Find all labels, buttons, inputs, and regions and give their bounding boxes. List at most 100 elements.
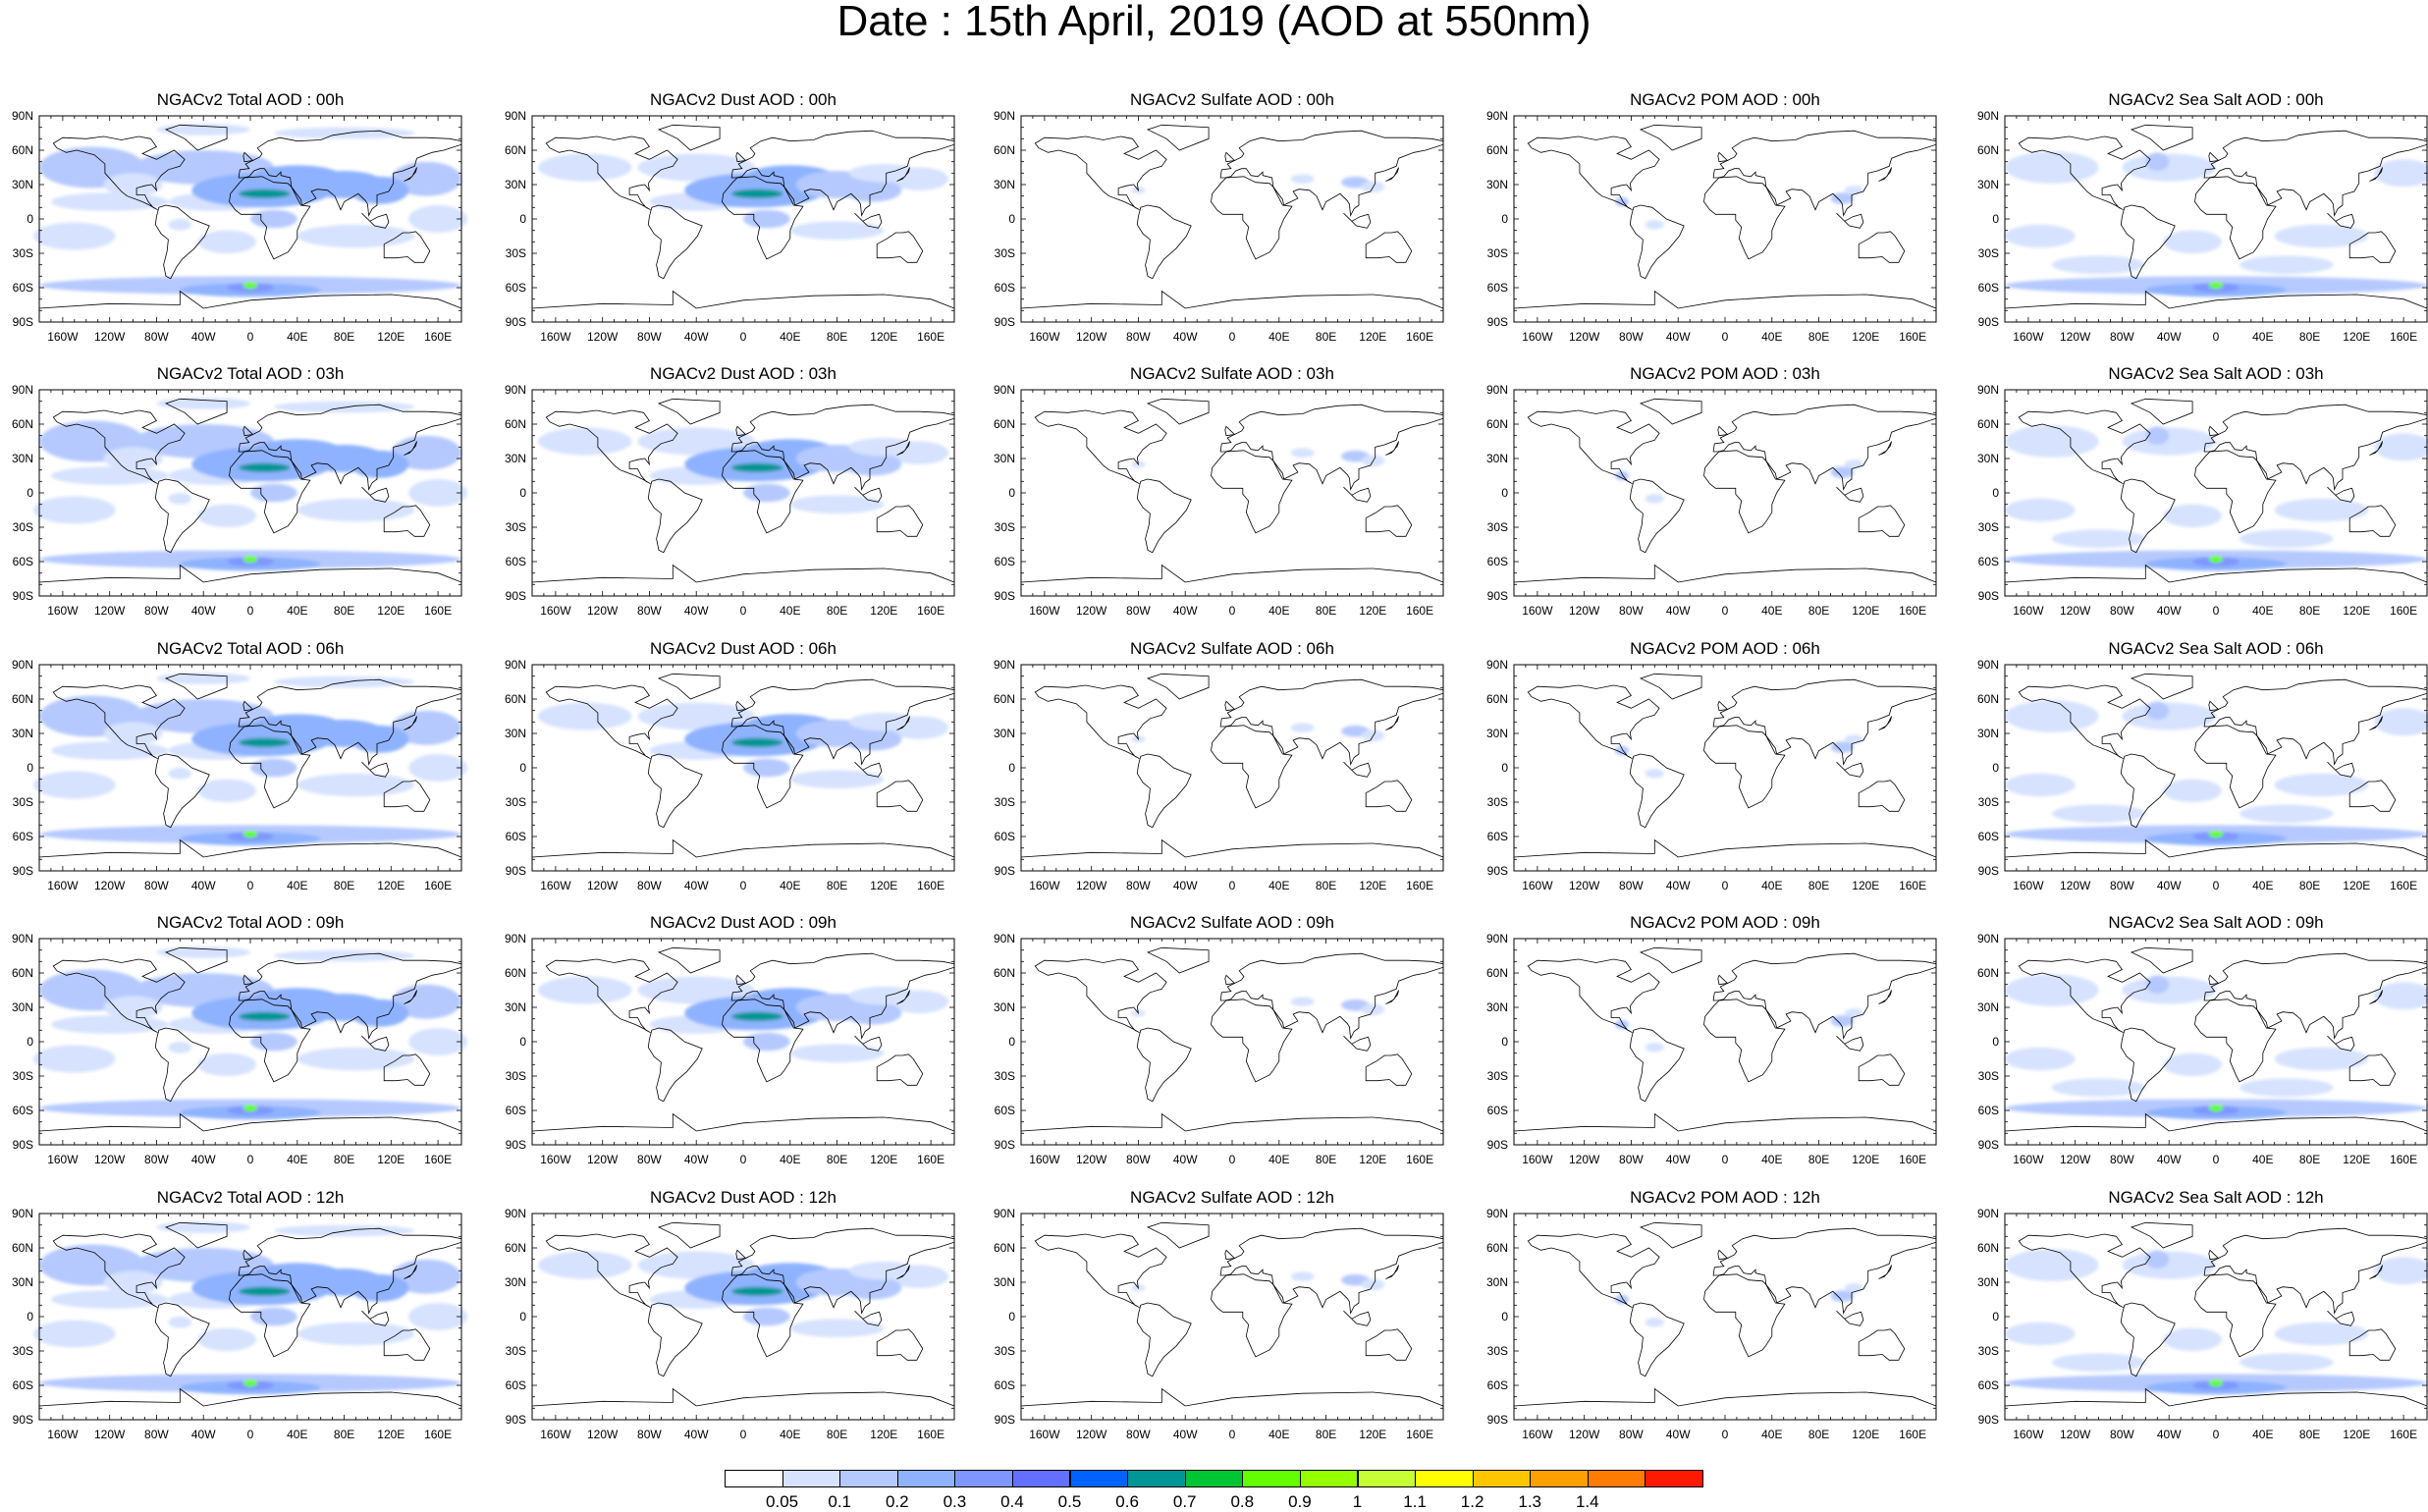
lon-tick-label: 120E (870, 1153, 898, 1166)
world-map (33, 115, 467, 323)
lon-tick-label: 40W (190, 604, 216, 618)
lon-tick-label: 80W (2110, 1153, 2134, 1166)
map-panel-dust-00h: NGACv2 Dust AOD : 00h 90N 60N 30N 0 30S 60S 90S… (505, 90, 955, 344)
lon-tick-label: 120E (870, 1428, 898, 1441)
colorbar-tick-label: 1.1 (1403, 1492, 1427, 1511)
coastline (1717, 974, 1729, 986)
lon-tick-label: 40E (287, 330, 308, 344)
coastline (2120, 1027, 2176, 1103)
panel-title: NGACv2 Total AOD : 09h (156, 913, 345, 932)
aod-field (2005, 700, 2099, 732)
lat-tick-label: 30N (1976, 452, 1999, 465)
aod-field (1844, 1008, 1863, 1018)
aod-field (250, 483, 297, 503)
aod-field (350, 176, 409, 204)
aod-field (197, 230, 256, 253)
lon-tick-label: 160E (2390, 330, 2418, 344)
coastline (383, 780, 431, 812)
lat-tick-label: 90S (1977, 1413, 1999, 1427)
coastline (876, 1328, 924, 1361)
lon-tick-label: 120W (2060, 604, 2091, 618)
aod-field (273, 401, 415, 413)
aod-field (2051, 529, 2146, 548)
aod-field (2274, 1047, 2369, 1071)
coastline (1629, 753, 1685, 829)
lon-tick-label: 160W (540, 1428, 571, 1441)
lon-tick-label: 40W (683, 879, 709, 892)
coastline (2369, 1265, 2383, 1279)
aod-field (250, 758, 297, 778)
aod-field (842, 179, 902, 202)
coastline (1343, 1310, 1372, 1326)
map-panel-seasalt-12h: NGACv2 Sea Salt AOD : 12h 90N 60N 30N 0 30S 60… (1977, 1188, 2428, 1441)
lon-tick-label: 120W (587, 604, 619, 618)
coastline (1527, 135, 1660, 211)
lat-tick-label: 30S (12, 246, 33, 260)
coastline (154, 478, 210, 554)
lon-tick-label: 160W (1029, 330, 1060, 344)
aod-field (2051, 255, 2146, 274)
lon-tick-label: 0 (2212, 1428, 2220, 1441)
coastline (854, 212, 883, 229)
aod-field (2239, 529, 2334, 548)
coastline (1629, 204, 1685, 280)
lon-tick-label: 0 (739, 879, 747, 892)
coastline (657, 673, 721, 700)
lon-tick-label: 160W (540, 330, 571, 344)
coastline (722, 176, 804, 260)
lat-tick-label: 90S (12, 1138, 33, 1152)
coastline (2018, 409, 2151, 485)
aod-field (350, 999, 409, 1027)
lat-tick-label: 90N (504, 1207, 526, 1220)
colorbar-swatch (1472, 1470, 1532, 1487)
lon-tick-label: 40E (287, 879, 308, 892)
lon-tick-label: 40W (683, 330, 709, 344)
coastline (2369, 167, 2383, 182)
panel-title: NGACv2 Sulfate AOD : 12h (1130, 1188, 1334, 1207)
coastline (1836, 761, 1864, 778)
lon-tick-label: 160W (540, 1153, 571, 1166)
aod-field (297, 773, 415, 797)
lat-tick-label: 60N (993, 1241, 1015, 1255)
coastline (1136, 478, 1192, 554)
lon-tick-label: 40E (2252, 604, 2274, 618)
lat-tick-label: 60N (11, 1241, 33, 1255)
coastline (1385, 990, 1399, 1004)
lat-tick-label: 90S (994, 1413, 1015, 1427)
coastline (1034, 1233, 1167, 1309)
aod-field (538, 427, 632, 456)
lon-tick-label: 40E (1761, 1153, 1783, 1166)
lat-tick-label: 60S (12, 1378, 33, 1392)
lat-tick-label: 0 (1008, 486, 1015, 500)
aod-field (731, 1011, 783, 1021)
lat-tick-label: 0 (1501, 486, 1508, 500)
panel-title: NGACv2 Sulfate AOD : 03h (1130, 364, 1334, 383)
coastline (1365, 505, 1413, 537)
aod-field (848, 438, 920, 457)
lat-tick-label: 60N (1485, 966, 1508, 980)
panel-title: NGACv2 Sea Salt AOD : 12h (2108, 1188, 2324, 1207)
lat-tick-label: 60S (1486, 1104, 1508, 1117)
lon-tick-label: 120E (2343, 330, 2371, 344)
aod-field (50, 1015, 169, 1034)
lon-tick-label: 40E (1761, 879, 1783, 892)
coastline (154, 1302, 210, 1377)
lon-tick-label: 160W (2013, 330, 2044, 344)
aod-field (1830, 1015, 1855, 1027)
lat-tick-label: 30S (994, 1344, 1015, 1358)
lat-tick-label: 90N (1485, 1207, 1508, 1220)
coastline (243, 1249, 254, 1261)
lon-tick-label: 80E (1808, 879, 1830, 892)
lat-tick-label: 90S (505, 589, 526, 603)
aod-field (250, 209, 297, 229)
lon-tick-label: 120E (1852, 1428, 1880, 1441)
coastline (164, 673, 228, 700)
lon-tick-label: 160E (2390, 1428, 2418, 1441)
coastline (2018, 684, 2151, 760)
lon-tick-label: 160W (2013, 1153, 2044, 1166)
aod-field (1290, 997, 1315, 1006)
coastline (722, 450, 804, 534)
lat-tick-label: 90S (505, 315, 526, 329)
lon-tick-label: 40E (780, 330, 801, 344)
lat-tick-label: 30S (1977, 246, 1999, 260)
